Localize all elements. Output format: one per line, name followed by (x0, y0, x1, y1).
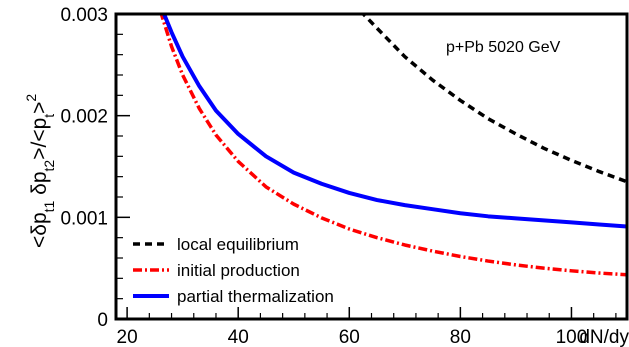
y-axis-label-part: <δp (28, 212, 51, 248)
y-tick-label: 0.001 (60, 208, 108, 229)
legend: local equilibrium initial production parti… (133, 235, 334, 306)
energy-annotation: p+Pb 5020 GeV (446, 39, 561, 56)
x-tick-label: 60 (339, 327, 360, 347)
y-axis-label-part: t1 (41, 200, 57, 212)
y-tick-label: 0.003 (60, 5, 108, 26)
y-axis-label: <δpt1 δpt2>/<pt>2 (23, 94, 57, 248)
y-axis-label-part: 2 (23, 94, 39, 102)
y-axis-label-part: δp (28, 171, 51, 200)
x-axis-label: dN/dy (579, 327, 629, 347)
y-axis-label-part: t2 (41, 160, 57, 172)
x-tick-label: 40 (228, 327, 249, 347)
y-axis-label-text: <δpt1 δpt2>/<pt>2 (23, 94, 57, 248)
x-tick-label: 80 (450, 327, 471, 347)
y-axis-label-part: >/<p (28, 118, 51, 160)
y-axis-label-part: > (28, 102, 51, 114)
ticks-layer: 20 40 60 80 100 0 0.001 0.002 0.003 (60, 5, 617, 347)
y-axis-label-part: t (41, 114, 57, 118)
y-tick-label: 0 (97, 310, 108, 331)
x-tick-label: 20 (117, 327, 138, 347)
legend-label-2: partial thermalization (177, 287, 334, 306)
series-line-2 (161, 14, 627, 229)
legend-label-0: local equilibrium (177, 235, 299, 254)
series-layer (159, 14, 627, 277)
series-line-0 (360, 14, 627, 184)
series-line-1 (159, 14, 627, 277)
x-tick-label: 100 (556, 327, 588, 347)
y-tick-label: 0.002 (60, 107, 108, 128)
legend-label-1: initial production (177, 261, 300, 280)
